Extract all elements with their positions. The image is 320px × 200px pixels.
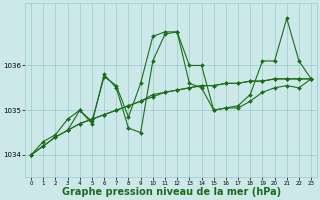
X-axis label: Graphe pression niveau de la mer (hPa): Graphe pression niveau de la mer (hPa) bbox=[61, 187, 281, 197]
